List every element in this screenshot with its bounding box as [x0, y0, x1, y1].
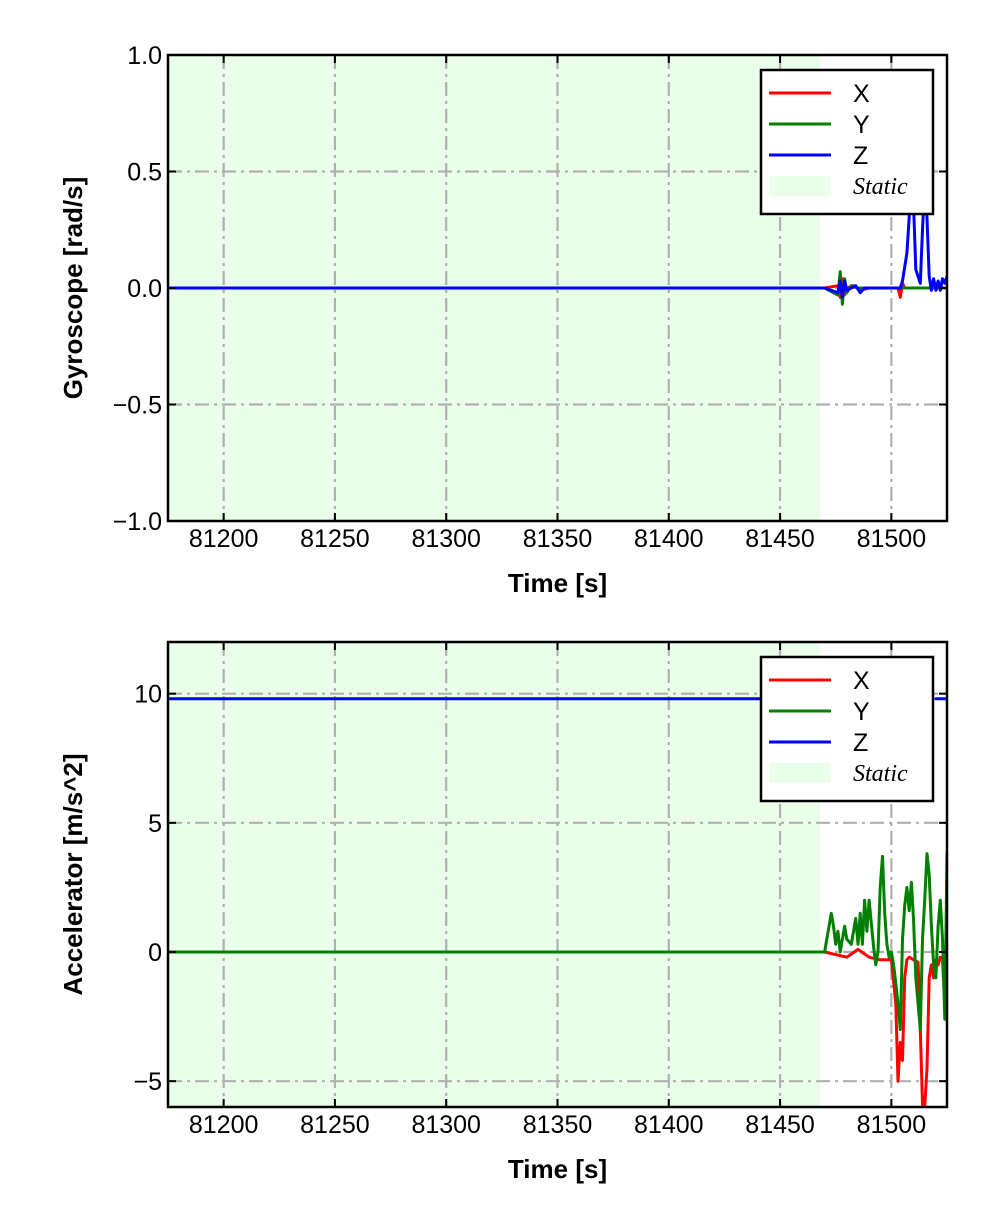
legend: XYZ Static: [759, 655, 935, 803]
legend-label-y: Y: [853, 111, 870, 139]
static-region: [168, 642, 821, 1107]
x-tick-label: 81450: [745, 1111, 815, 1139]
series-line-z: [168, 181, 947, 299]
chart-panel-1: 81200 81250 81300 81350 81400 81450 81500 −1.0 −…: [58, 42, 949, 598]
x-tick-label: 81250: [300, 1111, 370, 1139]
series-lines: [168, 181, 947, 306]
x-tick-label: 81400: [634, 1111, 704, 1139]
y-tick-label: 10: [134, 681, 162, 709]
x-tick-label: 81200: [189, 525, 259, 553]
y-axis-title: Accelerator [m/s^2]: [58, 753, 88, 995]
ticks: [168, 642, 947, 1107]
y-axis-title: Gyroscope [rad/s]: [58, 177, 88, 400]
series-lines: [168, 697, 947, 1107]
legend-label-z: Z: [853, 729, 868, 757]
x-axis-title: Time [s]: [508, 568, 607, 598]
y-tick-label: −5: [133, 1068, 162, 1096]
y-tick-label: 0.0: [127, 275, 162, 303]
legend: XYZ Static: [759, 68, 935, 216]
y-tick-label: 0: [148, 939, 162, 967]
y-tick-label: −1.0: [113, 508, 162, 536]
x-tick-label: 81500: [857, 525, 927, 553]
y-tick-label: −0.5: [113, 392, 162, 420]
legend-label-x: X: [853, 667, 870, 695]
legend-label-x: X: [853, 80, 870, 108]
x-tick-label: 81400: [634, 525, 704, 553]
y-tick-label: 0.5: [127, 159, 162, 187]
x-tick-label: 81450: [745, 525, 815, 553]
x-tick-label: 81350: [523, 1111, 593, 1139]
legend-label-y: Y: [853, 698, 870, 726]
x-tick-label: 81200: [189, 1111, 259, 1139]
legend-label-z: Z: [853, 142, 868, 170]
legend-swatch-static: [769, 763, 831, 783]
y-tick-label: 5: [148, 810, 162, 838]
x-tick-label: 81350: [523, 525, 593, 553]
series-line-y: [168, 852, 947, 1031]
x-tick-label: 81500: [857, 1111, 927, 1139]
x-tick-label: 81300: [411, 525, 481, 553]
ticks: [168, 54, 947, 522]
y-tick-label: 1.0: [127, 42, 162, 70]
legend-label-static: Static: [853, 761, 908, 787]
x-axis-title: Time [s]: [508, 1154, 607, 1184]
x-tick-label: 81250: [300, 525, 370, 553]
legend-swatch-static: [769, 176, 831, 196]
x-tick-label: 81300: [411, 1111, 481, 1139]
legend-label-static: Static: [853, 174, 908, 200]
chart-panel-2: 81200 81250 81300 81350 81400 81450 81500 −5 0 5 1…: [58, 640, 949, 1184]
